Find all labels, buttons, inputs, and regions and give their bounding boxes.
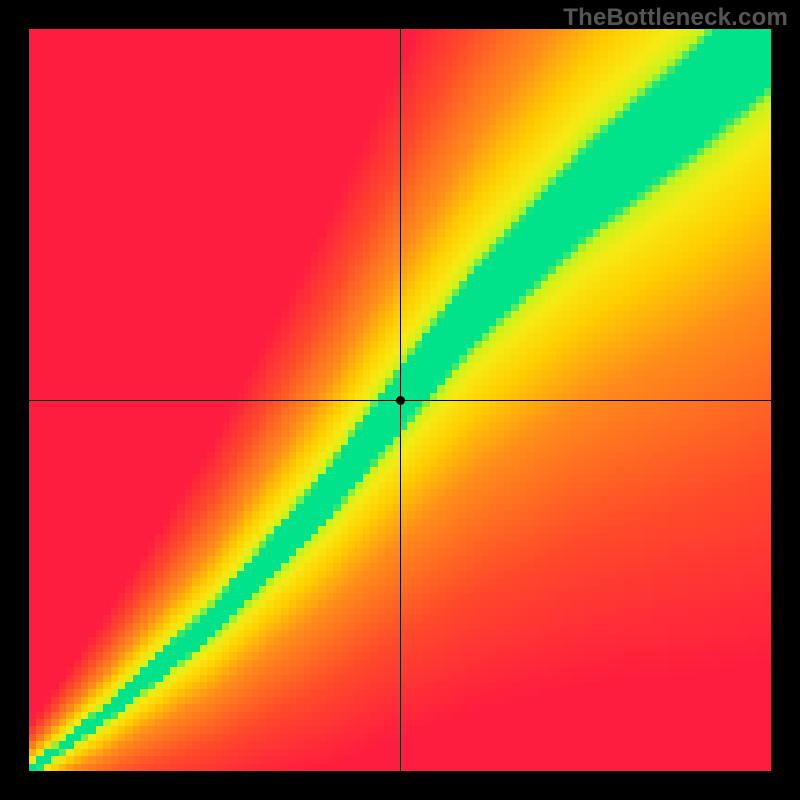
watermark-text: TheBottleneck.com <box>563 4 788 32</box>
center-marker <box>396 396 405 405</box>
heatmap-plot <box>29 29 771 771</box>
